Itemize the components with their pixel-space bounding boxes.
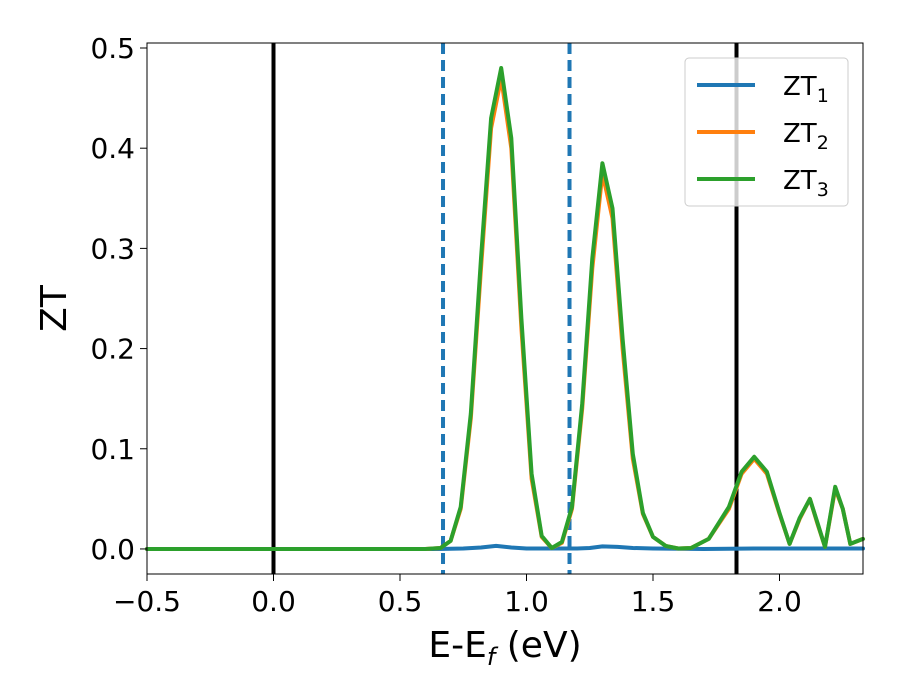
- x-tick-label: 0.5: [378, 585, 423, 618]
- x-tick-label: 2.0: [757, 585, 802, 618]
- x-tick-label: 1.5: [631, 585, 676, 618]
- series-lines: [145, 66, 865, 551]
- y-tick-label: 0.4: [90, 132, 135, 165]
- y-axis-label: ZT: [34, 284, 75, 332]
- legend-label-1: ZT1: [783, 72, 829, 107]
- vertical-reference-lines: [271, 43, 739, 574]
- x-axis-label-unit: (eV): [495, 625, 581, 666]
- y-axis-ticks: 0.0 0.1 0.2 0.3 0.4 0.5: [90, 32, 147, 566]
- x-tick-label: 1.0: [504, 585, 549, 618]
- x-tick-label: −0.5: [113, 585, 181, 618]
- y-tick-label: 0.1: [90, 433, 135, 466]
- legend: ZT1 ZT2 ZT3: [684, 57, 849, 207]
- plot-frame: [146, 42, 864, 575]
- legend-label-3: ZT3: [783, 166, 829, 201]
- x-axis-ticks: −0.5 0.0 0.5 1.0 1.5 2.0: [113, 574, 802, 618]
- y-tick-label: 0.5: [90, 32, 135, 65]
- legend-label-2: ZT2: [783, 119, 829, 154]
- y-tick-label: 0.0: [90, 533, 135, 566]
- x-tick-label: 0.0: [251, 585, 296, 618]
- series-line-3: [145, 66, 865, 551]
- x-axis-label: E-Ef (eV): [428, 625, 581, 671]
- y-tick-label: 0.2: [90, 333, 135, 366]
- legend-box: [684, 57, 849, 207]
- x-axis-label-main: E-E: [428, 625, 486, 666]
- y-tick-label: 0.3: [90, 232, 135, 265]
